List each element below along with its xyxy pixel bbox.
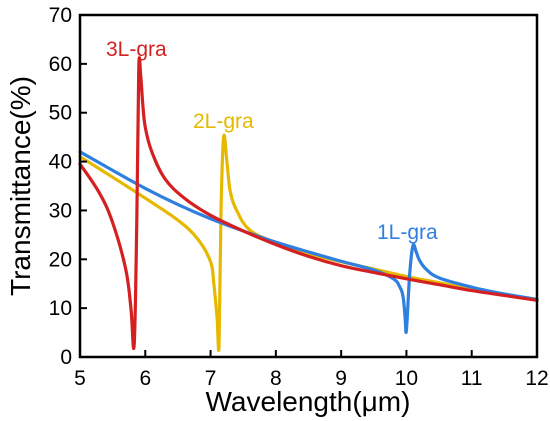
tick-layer: 5 6 7 8 9 10 11 12 0 10 20 30 40 50 60 70 — [49, 4, 549, 390]
y-tick-label: 60 — [49, 53, 72, 76]
y-tick-label: 30 — [49, 199, 72, 222]
y-tick-label: 20 — [49, 248, 72, 271]
series-line-1l-gra — [78, 150, 539, 334]
series-line-2l-gra — [78, 133, 539, 353]
y-tick-label: 70 — [49, 4, 72, 27]
x-tick-label: 7 — [205, 367, 217, 390]
x-tick-label: 8 — [270, 367, 282, 390]
series-label-1l-gra: 1L-gra — [377, 221, 438, 244]
series-line-3l-gra — [78, 56, 539, 350]
x-tick-label: 6 — [139, 367, 151, 390]
x-tick-label: 12 — [525, 367, 548, 390]
x-tick-label: 11 — [461, 367, 483, 390]
y-tick-label: 10 — [49, 297, 72, 320]
y-tick-label: 40 — [49, 151, 72, 174]
series-label-2l-gra: 2L-gra — [193, 110, 254, 133]
x-tick-label: 10 — [395, 367, 418, 390]
x-axis-label: Wavelength(μm) — [206, 386, 411, 417]
series-layer — [78, 56, 539, 353]
y-tick-label: 0 — [60, 346, 72, 369]
x-tick-label: 5 — [74, 367, 86, 390]
y-tick-label: 50 — [49, 102, 72, 125]
y-axis-label: Transmittance(%) — [5, 76, 36, 296]
series-label-3l-gra: 3L-gra — [106, 38, 167, 61]
x-tick-label: 9 — [335, 367, 347, 390]
plot-frame — [78, 13, 539, 359]
